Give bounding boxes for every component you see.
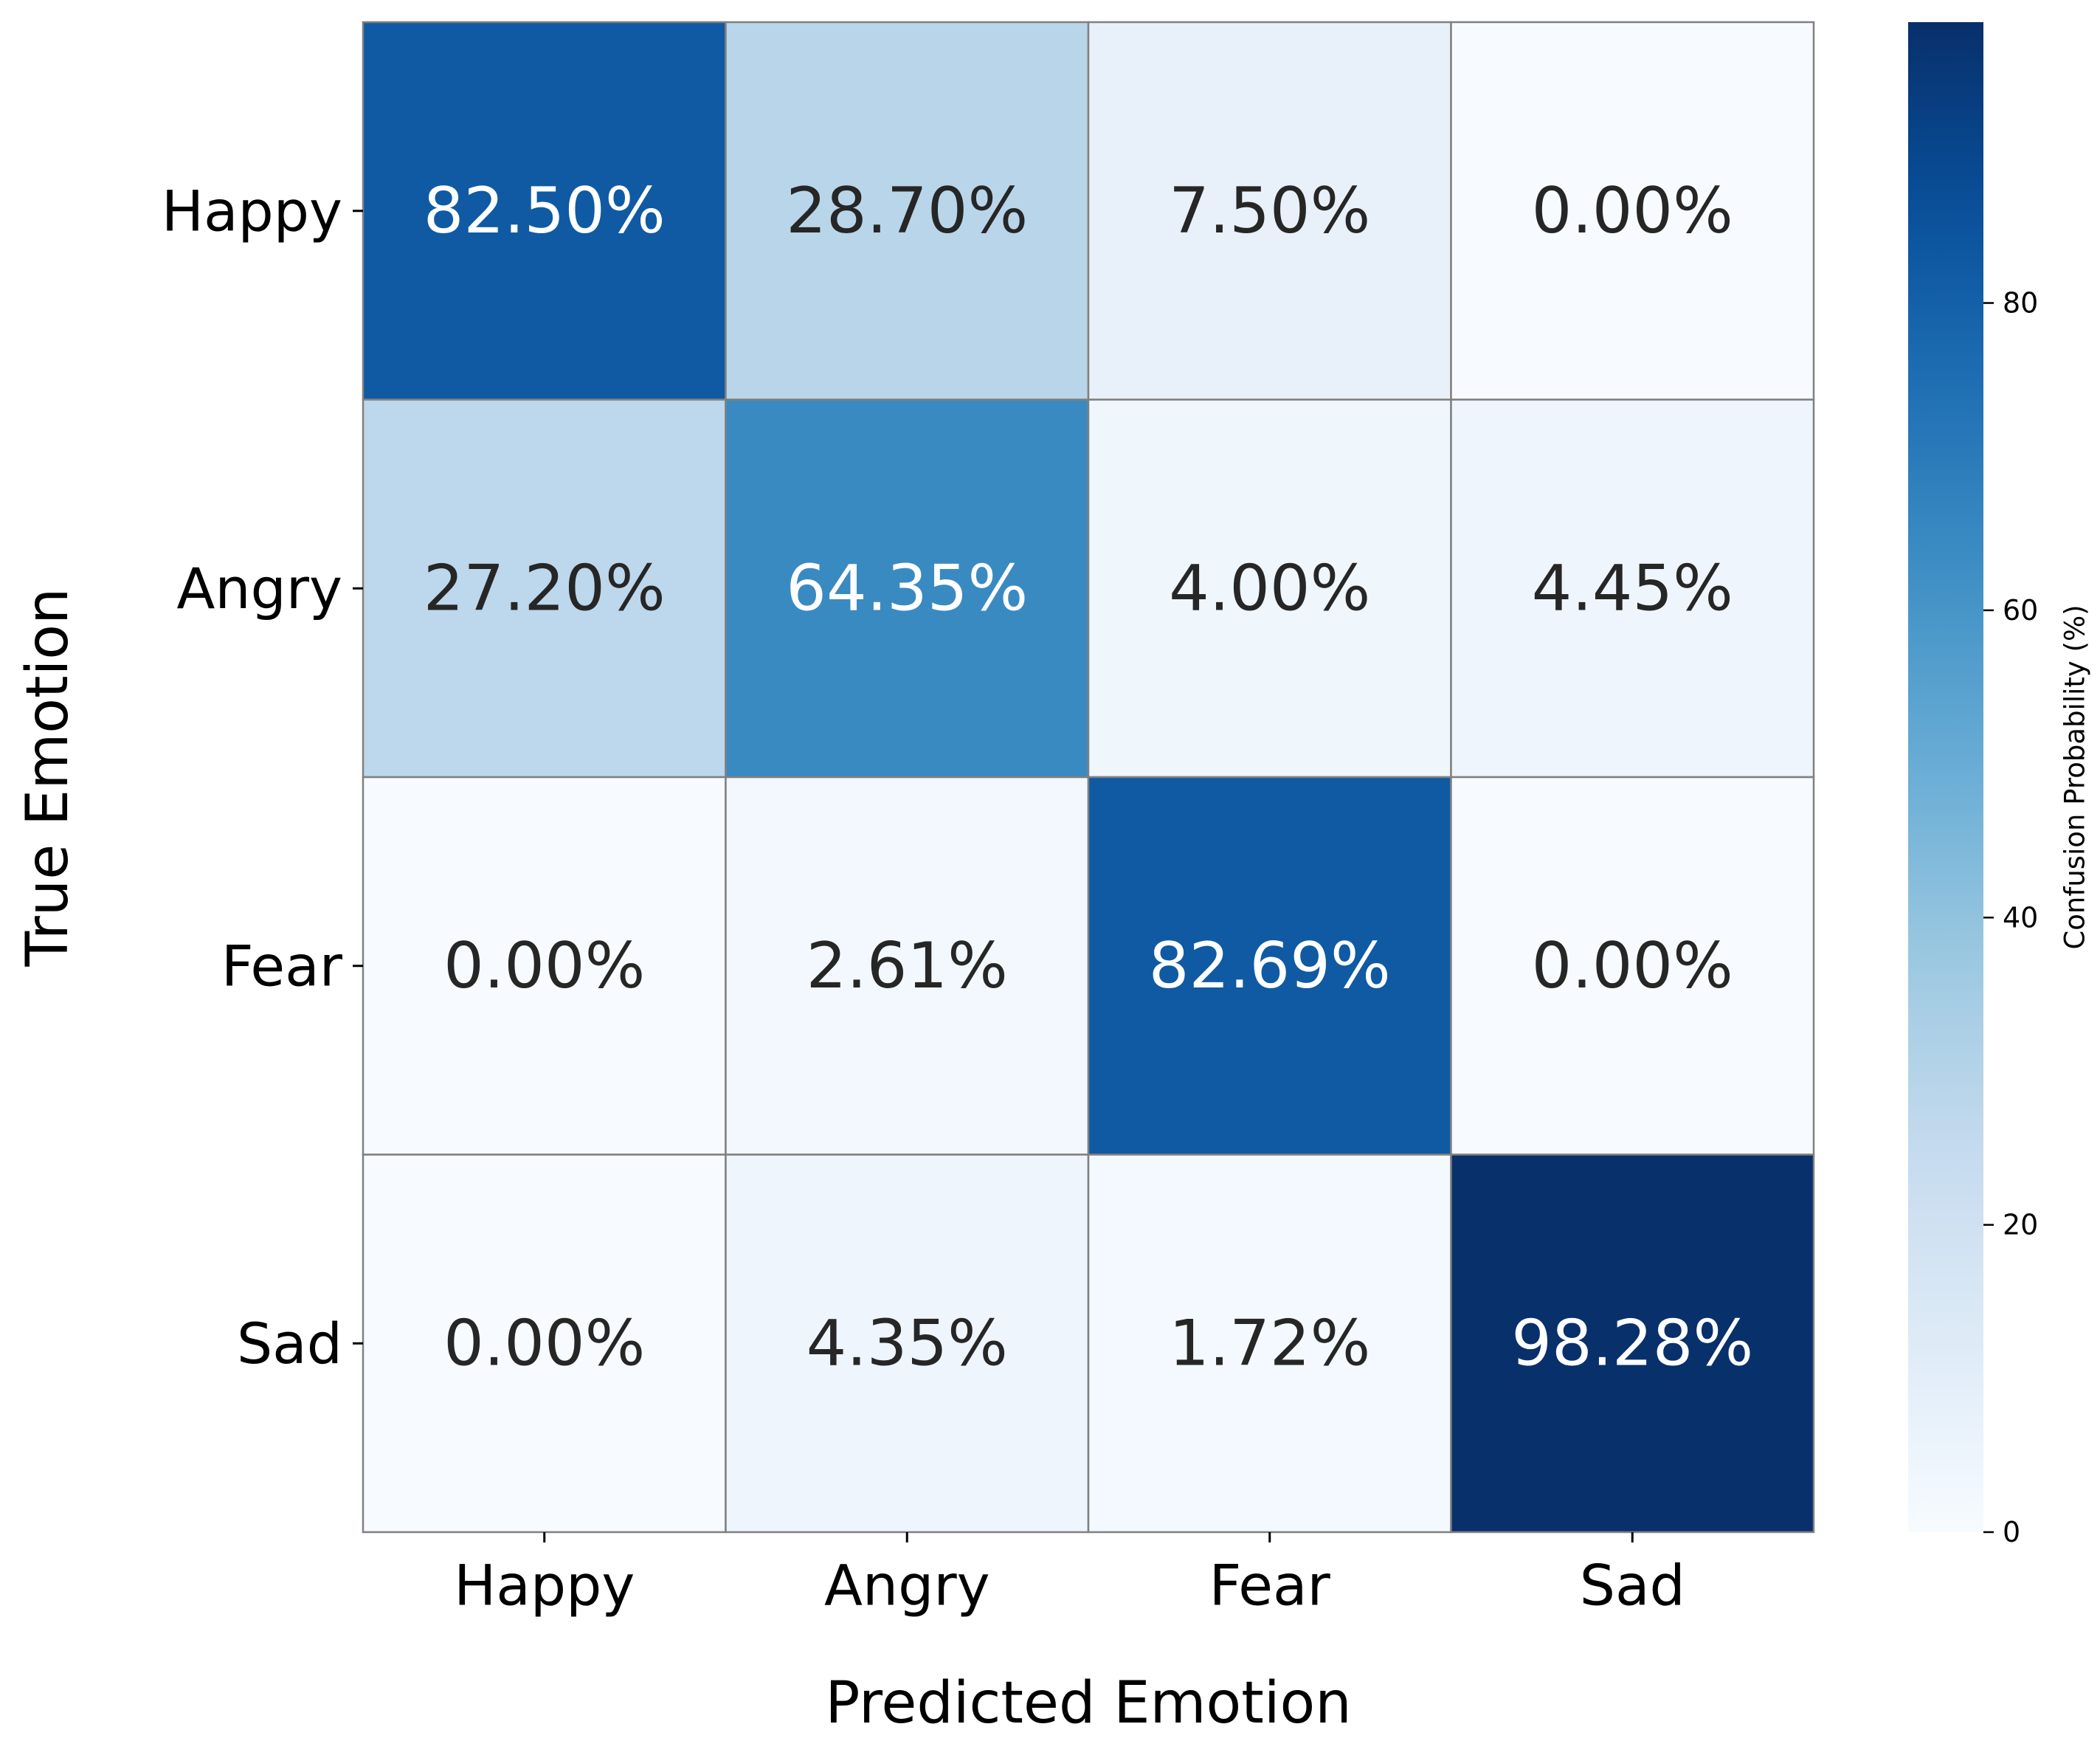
heatmap-cell-r0-c3: [1450, 21, 1815, 401]
heatmap-cell-r1-c1: [725, 399, 1090, 779]
heatmap-cell-r1-c3: [1450, 399, 1815, 779]
colorbar-tick-label-60: 60: [2003, 594, 2038, 627]
cell-value-label-r3-c2: 1.72%: [1169, 1306, 1370, 1380]
cell-value-label-r2-c1: 2.61%: [807, 929, 1008, 1003]
heatmap-cell-r3-c1: [725, 1154, 1090, 1534]
heatmap-cell-r2-c1: [725, 776, 1090, 1156]
x-axis: Happy Angry Fear Sad: [454, 1532, 1685, 1618]
heatmap-cell-r3-c0: [362, 1154, 727, 1534]
y-axis: Happy Angry Fear Sad: [162, 178, 363, 1376]
colorbar-tick-label-20: 20: [2003, 1209, 2038, 1241]
cell-value-label-r2-c0: 0.00%: [443, 929, 645, 1003]
cell-value-label-r3-c1: 4.35%: [807, 1306, 1008, 1380]
heatmap-cell-r1-c2: [1087, 399, 1452, 779]
x-tick-label-fear: Fear: [1209, 1553, 1331, 1618]
colorbar-gradient: [1908, 22, 1983, 1532]
cell-value-label-r0-c0: 82.50%: [424, 174, 666, 248]
cell-value-label-r0-c1: 28.70%: [786, 174, 1028, 248]
cell-value-label-r3-c3: 98.28%: [1511, 1306, 1753, 1380]
y-tick-label-happy: Happy: [162, 178, 342, 244]
cell-value-label-r1-c0: 27.20%: [424, 551, 666, 625]
cell-value-label-r3-c0: 0.00%: [443, 1306, 645, 1380]
heatmap-cell-r2-c3: [1450, 776, 1815, 1156]
x-tick-label-happy: Happy: [454, 1553, 635, 1618]
cell-value-label-r1-c1: 64.35%: [786, 551, 1028, 625]
colorbar-tick-label-80: 80: [2003, 287, 2038, 320]
heatmap-cell-r1-c0: [362, 399, 727, 779]
y-tick-label-angry: Angry: [176, 556, 342, 621]
cell-value-label-r1-c3: 4.45%: [1532, 551, 1733, 625]
heatmap-cells: 82.50% 28.70% 7.50% 0.00% 27.20% 64.35% 4.00% 4…: [362, 21, 1815, 1534]
heatmap-cell-r0-c0: [362, 21, 727, 401]
heatmap-cell-r0-c2: [1087, 21, 1452, 401]
y-axis-title: True Emotion: [15, 588, 81, 968]
heatmap-cell-r3-c2: [1087, 1154, 1452, 1534]
y-tick-label-fear: Fear: [221, 933, 343, 999]
cell-value-label-r2-c3: 0.00%: [1532, 929, 1733, 1003]
x-axis-title: Predicted Emotion: [825, 1670, 1351, 1737]
x-tick-label-angry: Angry: [824, 1553, 990, 1618]
colorbar-tick-label-40: 40: [2003, 901, 2038, 934]
colorbar-tick-label-0: 0: [2003, 1516, 2020, 1548]
colorbar-title: Confusion Probability (%): [2059, 604, 2091, 949]
colorbar: 0 20 40 60 80 Confusion Probability (%): [1908, 22, 2091, 1548]
cell-value-label-r0-c3: 0.00%: [1532, 174, 1733, 248]
colorbar-ticks: 0 20 40 60 80: [1983, 287, 2038, 1548]
cell-value-label-r1-c2: 4.00%: [1169, 551, 1370, 625]
heatmap-cell-r3-c3: [1450, 1154, 1815, 1534]
x-tick-label-sad: Sad: [1580, 1553, 1685, 1618]
cell-value-label-r2-c2: 82.69%: [1149, 929, 1391, 1003]
heatmap-cell-r0-c1: [725, 21, 1090, 401]
cell-value-label-r0-c2: 7.50%: [1169, 174, 1370, 248]
y-tick-label-sad: Sad: [237, 1311, 342, 1376]
